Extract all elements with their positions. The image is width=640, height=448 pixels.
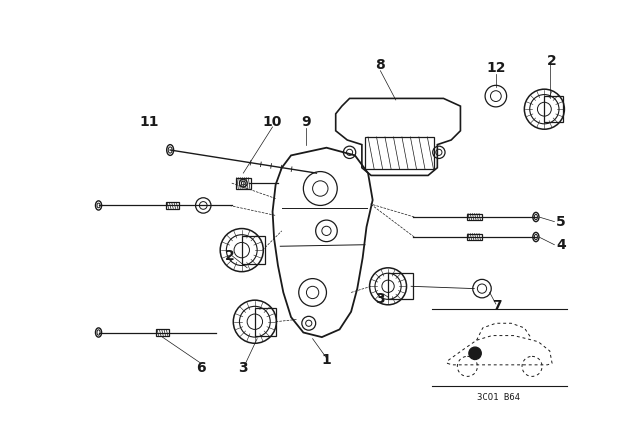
Text: 2: 2	[225, 249, 234, 263]
Text: 3CO1 B64: 3CO1 B64	[477, 392, 520, 401]
Bar	[236, 178, 251, 189]
Text: 5: 5	[556, 215, 566, 228]
Text: 8: 8	[376, 58, 385, 72]
Text: 9: 9	[301, 115, 311, 129]
Bar	[242, 236, 265, 264]
Bar	[388, 273, 413, 299]
Circle shape	[469, 347, 481, 359]
Bar	[156, 329, 170, 336]
Bar	[166, 202, 179, 208]
Bar	[467, 214, 482, 220]
Bar	[467, 233, 482, 241]
Text: 7: 7	[493, 299, 502, 313]
Text: 2: 2	[547, 55, 556, 69]
Text: 6: 6	[196, 361, 206, 375]
Text: 3: 3	[239, 361, 248, 375]
Bar	[545, 96, 563, 122]
Text: 11: 11	[140, 115, 159, 129]
Text: 12: 12	[486, 60, 506, 75]
Text: 1: 1	[321, 353, 332, 367]
Text: 3: 3	[376, 292, 385, 306]
Bar	[255, 308, 276, 336]
Bar	[365, 137, 435, 169]
Text: 10: 10	[263, 115, 282, 129]
Text: 4: 4	[556, 238, 566, 252]
